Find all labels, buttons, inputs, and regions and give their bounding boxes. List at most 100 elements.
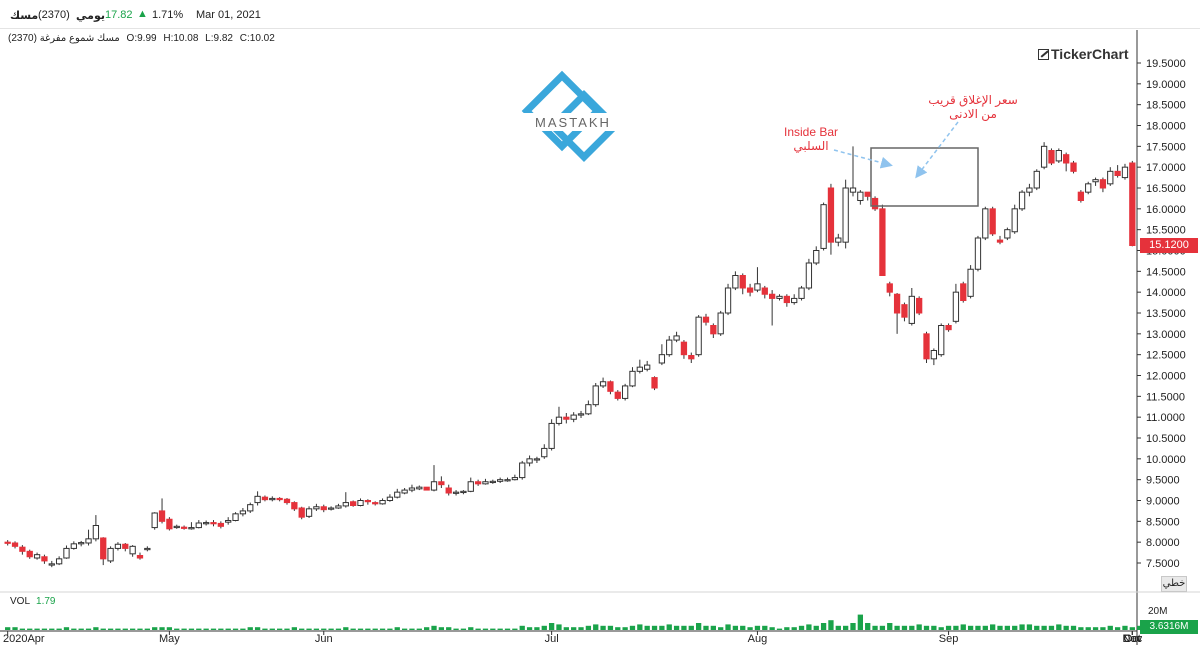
candle: [1063, 154, 1070, 164]
volume-bar: [740, 625, 746, 630]
candle: [1040, 145, 1048, 168]
volume-bar: [732, 625, 739, 630]
candle: [1055, 150, 1062, 162]
candle: [48, 563, 55, 566]
volume-bar: [1085, 627, 1091, 630]
volume-bar: [695, 623, 702, 630]
y-tick-label: 8.0000: [1146, 537, 1180, 549]
candle: [1129, 162, 1136, 246]
volume-bar: [357, 628, 364, 630]
volume-bar: [806, 624, 812, 630]
candle: [357, 500, 364, 506]
candle: [952, 291, 960, 322]
candle: [923, 333, 930, 360]
volume-bar: [490, 628, 496, 630]
candle: [180, 526, 188, 529]
close-value: C:10.02: [239, 33, 275, 44]
volume-bar: [512, 628, 518, 630]
volume-bar: [637, 624, 643, 630]
volume-bar: [313, 628, 320, 630]
linear-scale-button[interactable]: خطي: [1161, 576, 1187, 592]
candle: [85, 538, 92, 544]
volume-bar: [475, 628, 481, 630]
candle: [19, 546, 26, 552]
volume-bar: [607, 625, 614, 630]
volume-bar: [622, 627, 628, 630]
candle: [768, 293, 776, 299]
candle: [78, 542, 85, 545]
volume-bar: [901, 625, 908, 630]
volume-bar: [166, 627, 173, 630]
volume-bar: [1114, 627, 1121, 630]
candle: [570, 414, 577, 420]
candle: [416, 486, 423, 490]
volume-bar: [232, 628, 239, 630]
candle: [592, 385, 599, 406]
candle: [261, 496, 269, 501]
last-price-tag: 15.1200: [1140, 238, 1198, 253]
tickerchart-logo: TickerChart: [1038, 46, 1129, 62]
candle: [761, 287, 768, 295]
candle: [519, 462, 526, 479]
candle: [225, 520, 232, 523]
candle: [820, 204, 827, 249]
volume-bar: [850, 623, 856, 630]
candle: [210, 522, 217, 525]
volume-bar: [526, 627, 533, 630]
candle: [813, 250, 820, 264]
volume-bar: [960, 624, 966, 630]
volume-bar: [254, 627, 261, 630]
candle: [41, 556, 48, 562]
candle: [871, 197, 879, 210]
volume-bar: [328, 628, 334, 630]
volume-bar: [365, 628, 371, 630]
candle: [702, 316, 710, 323]
volume-bar: [137, 628, 143, 630]
volume-bar: [27, 628, 33, 630]
series-name: (2370) مسك شموع مفرغة: [8, 33, 120, 44]
volume-max-label: 20M: [1148, 606, 1168, 617]
volume-bar: [115, 628, 121, 630]
volume-bar: [394, 627, 400, 630]
volume-bar: [791, 627, 797, 630]
candle: [100, 537, 107, 560]
volume-bar: [181, 628, 187, 630]
volume-bar: [460, 628, 467, 630]
candle: [886, 283, 893, 293]
candle: [504, 479, 511, 482]
volume-bar: [416, 628, 422, 630]
volume-bar: [1100, 627, 1106, 630]
candle: [805, 262, 813, 289]
y-tick-label: 18.0000: [1146, 121, 1186, 133]
candle: [188, 527, 195, 530]
up-arrow-icon: ▲: [137, 8, 148, 20]
candle: [482, 481, 489, 485]
period-label[interactable]: يومي: [76, 10, 105, 22]
candle: [533, 458, 541, 461]
candle: [974, 237, 982, 270]
close-near-low-line2: من الادنى: [949, 107, 997, 121]
volume-bars: [5, 614, 1158, 630]
y-tick-label: 19.5000: [1146, 58, 1186, 70]
y-tick-label: 18.5000: [1146, 100, 1186, 112]
symbol-name[interactable]: مسك: [10, 10, 39, 22]
candle: [320, 506, 327, 511]
volume-bar: [990, 624, 996, 630]
highlight-box: [870, 147, 979, 207]
candle: [1048, 150, 1055, 164]
candle: [827, 187, 835, 243]
volume-bar: [1078, 627, 1084, 630]
candle: [1077, 191, 1085, 202]
volume-bar: [100, 628, 106, 630]
volume-bar: [78, 628, 84, 630]
candle: [1026, 187, 1033, 193]
candle: [842, 187, 849, 243]
volume-bar: [688, 625, 694, 630]
volume-bar: [1107, 625, 1113, 630]
candle: [621, 385, 629, 399]
candle: [724, 287, 732, 314]
volume-bar: [887, 623, 893, 630]
volume-bar: [703, 625, 709, 630]
candle: [460, 490, 467, 494]
